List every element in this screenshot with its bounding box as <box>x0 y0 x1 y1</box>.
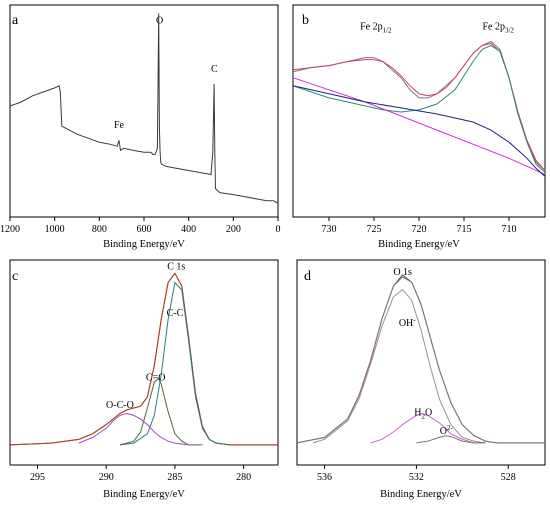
series-line-0 <box>292 40 546 171</box>
x-tick-label: 290 <box>99 472 114 483</box>
peak-annotation: C <box>211 64 218 75</box>
panel-d: 536 532 528 Binding Energy/eV d O 1s OH- H2O O2- <box>296 259 546 500</box>
series-line-3 <box>292 77 546 175</box>
peak-annotation: OH- <box>399 316 416 329</box>
x-tick-label: 720 <box>412 224 427 235</box>
peak-annotation: O 1s <box>393 267 412 278</box>
x-tick-label: 528 <box>501 472 516 483</box>
x-tick-label: 710 <box>502 224 517 235</box>
panel-a: 1200 1000 800 600 400 200 0 Binding Energy/eV a O… <box>0 4 281 250</box>
series-line-1 <box>296 276 545 444</box>
series-line-2 <box>292 44 546 173</box>
panel-letter: b <box>302 13 309 28</box>
x-tick-label: 280 <box>236 472 251 483</box>
series-line-4 <box>78 412 189 446</box>
x-axis-title: Binding Energy/eV <box>103 489 185 500</box>
x-tick-label: 536 <box>317 472 332 483</box>
x-tick-label: 532 <box>409 472 424 483</box>
series-line-0 <box>9 13 278 204</box>
panel-letter: d <box>304 269 311 284</box>
peak-annotation: Fe <box>114 120 125 131</box>
x-tick-label: 295 <box>30 472 45 483</box>
peak-annotation: O <box>156 15 163 26</box>
series-line-2 <box>312 288 486 444</box>
x-tick-label: 725 <box>367 224 382 235</box>
peak-annotation: H2O <box>414 408 432 421</box>
x-tick-label: 285 <box>167 472 182 483</box>
plot-frame <box>9 4 279 218</box>
plot-frame <box>296 259 546 466</box>
plot-frame <box>9 259 279 466</box>
x-tick-label: 730 <box>322 224 337 235</box>
series-line-4 <box>416 435 486 444</box>
series-line-4 <box>292 85 546 177</box>
x-tick-label: 400 <box>181 224 196 235</box>
x-axis-title: Binding Energy/eV <box>380 489 462 500</box>
peak-annotation: Fe 2p1/2 <box>360 21 392 34</box>
panel-c: 295 290 285 280 Binding Energy/eV c C 1s C-C C=O… <box>9 259 279 500</box>
panel-letter: c <box>12 269 18 284</box>
x-axis-title: Binding Energy/eV <box>378 239 460 250</box>
x-tick-label: 800 <box>92 224 107 235</box>
series-line-3 <box>119 377 203 446</box>
peak-annotation: Fe 2p3/2 <box>482 21 514 34</box>
series-line-2 <box>119 281 230 446</box>
peak-annotation: C-C <box>167 308 184 319</box>
peak-annotation: O-C-O <box>106 400 134 411</box>
series-line-3 <box>370 413 486 444</box>
peak-annotation: O2- <box>440 424 454 437</box>
x-axis-title: Binding Energy/eV <box>103 239 185 250</box>
panel-letter: a <box>12 13 19 28</box>
series-line-1 <box>292 42 546 171</box>
x-tick-label: 1000 <box>45 224 65 235</box>
x-tick-label: 715 <box>457 224 472 235</box>
peak-annotation: C 1s <box>167 262 185 273</box>
x-tick-label: 1200 <box>0 224 20 235</box>
x-tick-label: 200 <box>226 224 241 235</box>
x-tick-label: 0 <box>276 224 281 235</box>
peak-annotation: C=O <box>146 372 166 383</box>
x-tick-label: 600 <box>137 224 152 235</box>
panel-b: 730 725 720 715 710 Binding Energy/eV b Fe 2p1/… <box>292 4 546 250</box>
